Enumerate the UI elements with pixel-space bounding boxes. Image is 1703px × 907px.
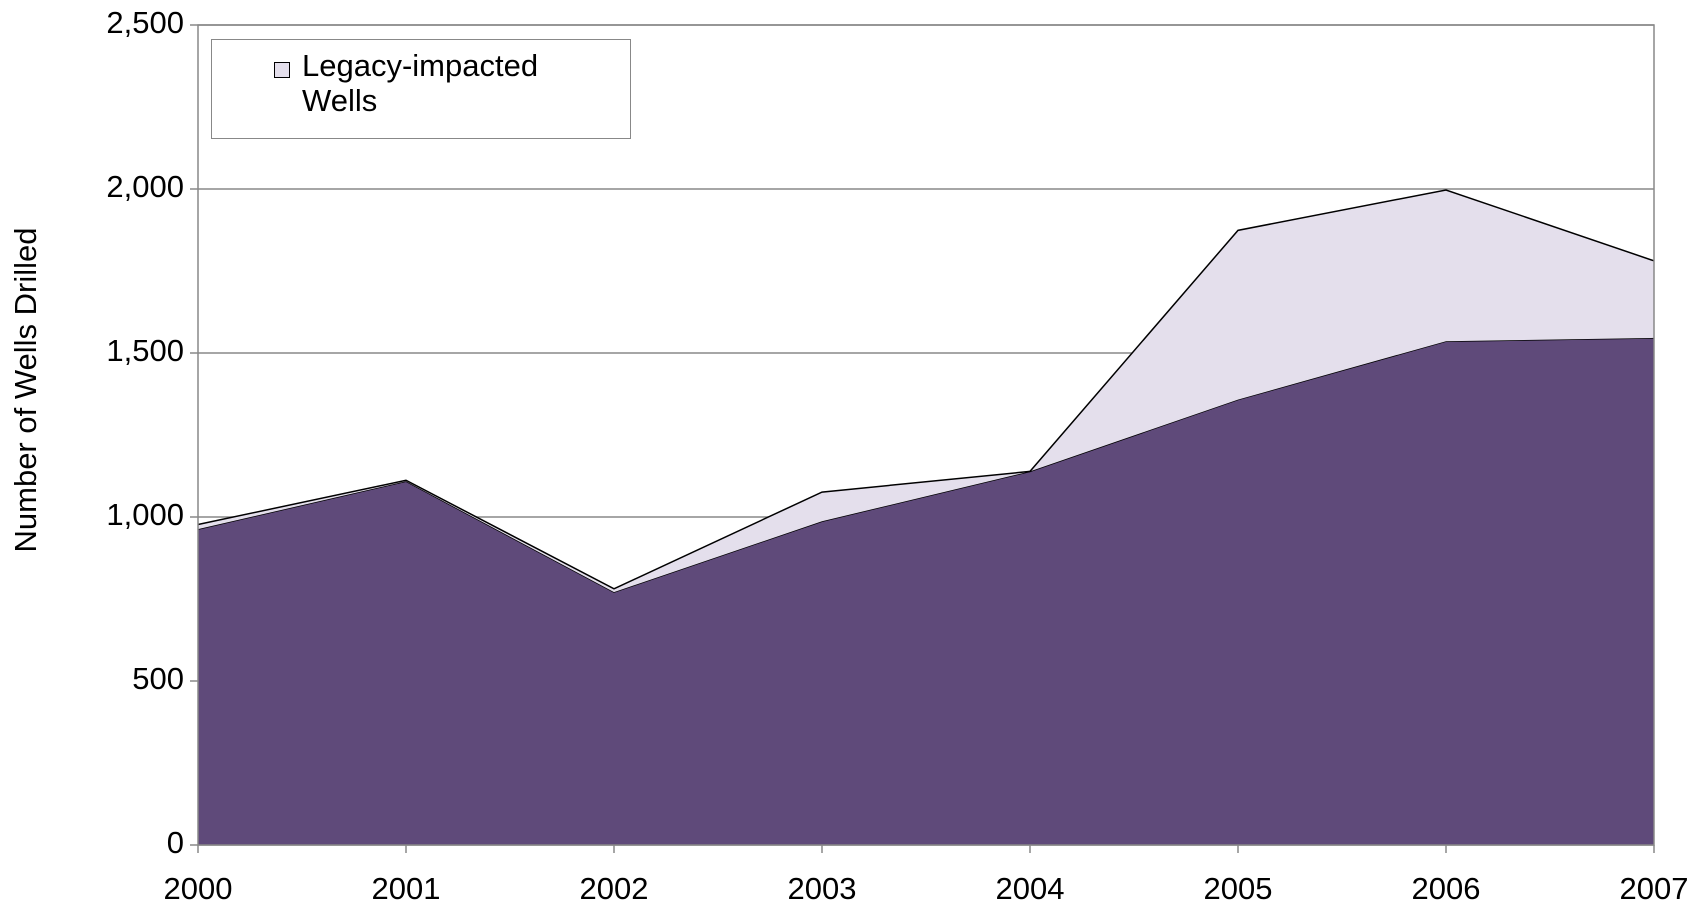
x-tick-label: 2006 [1412,871,1481,906]
legend-label: Legacy-impacted Wells [302,48,539,118]
area-line [197,337,1655,593]
x-tick-label: 2003 [788,871,857,906]
x-tick-label: 2005 [1204,871,1273,906]
plot-frame [197,24,1655,846]
x-tick-label: 2002 [580,871,649,906]
y-tick-label: 2,000 [106,169,184,204]
x-tick-label: 2001 [372,871,441,906]
y-axis-label: Number of Wells Drilled [8,227,43,552]
legend: Legacy-impacted Wells [211,39,631,139]
y-tick-label: 1,000 [106,497,184,532]
x-tick-label: 2007 [1620,871,1689,906]
area [198,337,1654,845]
y-tick-label: 500 [132,661,184,696]
y-tick-label: 2,500 [106,5,184,40]
x-tick-label: 2000 [164,871,233,906]
x-tick-label: 2004 [996,871,1065,906]
y-tick-label: 1,500 [106,333,184,368]
legend-swatch [274,62,290,78]
area-line [197,189,1655,590]
area [198,189,1654,593]
y-tick-label: 0 [167,825,184,860]
